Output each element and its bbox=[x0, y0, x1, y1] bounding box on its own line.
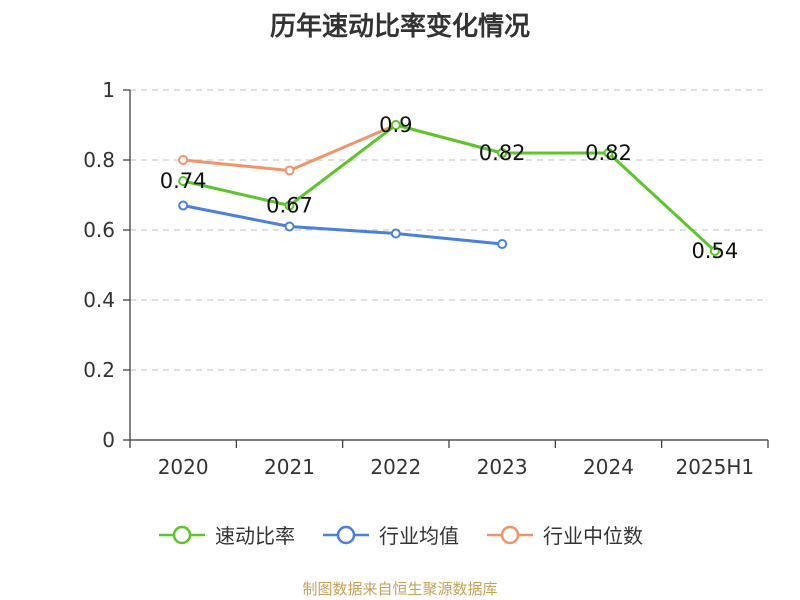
source-note: 制图数据来自恒生聚源数据库 bbox=[302, 580, 498, 598]
chart-title: 历年速动比率变化情况 bbox=[269, 12, 530, 42]
data-point bbox=[284, 200, 295, 211]
data-label: 0.82 bbox=[585, 141, 632, 165]
axes: 0 0.2 0.4 0.6 0.8 1 2020 2021 2022 2023 2024 2025H1 bbox=[83, 78, 769, 479]
data-point bbox=[178, 155, 189, 165]
data-label: 0.54 bbox=[691, 239, 738, 263]
x-tick-label: 2021 bbox=[264, 455, 315, 479]
data-point bbox=[709, 246, 720, 256]
data-point bbox=[603, 148, 614, 158]
y-tick-label: 0.2 bbox=[83, 358, 115, 382]
data-point bbox=[497, 148, 508, 158]
data-label: 0.9 bbox=[379, 113, 412, 137]
x-tick-label: 2024 bbox=[583, 455, 634, 479]
legend: 速动比率 行业均值 行业中位数 bbox=[0, 520, 800, 549]
data-label: 0.67 bbox=[266, 194, 313, 218]
data-point bbox=[178, 176, 189, 186]
y-tick-label: 0 bbox=[102, 428, 115, 452]
data-point bbox=[390, 120, 401, 130]
legend-item[interactable]: 行业均值 bbox=[321, 520, 459, 549]
legend-label: 行业均值 bbox=[379, 524, 459, 548]
legend-marker-icon bbox=[159, 525, 205, 544]
data-point bbox=[178, 200, 189, 211]
x-tick-label: 2025H1 bbox=[675, 455, 754, 479]
data-label: 0.74 bbox=[160, 169, 207, 193]
data-point bbox=[284, 165, 295, 176]
data-point bbox=[390, 228, 401, 239]
legend-item[interactable]: 行业中位数 bbox=[485, 520, 643, 549]
data-point bbox=[284, 221, 295, 232]
legend-label: 速动比率 bbox=[215, 524, 295, 548]
gridlines bbox=[130, 89, 768, 371]
x-tick-label: 2022 bbox=[370, 455, 421, 479]
data-point bbox=[497, 239, 508, 249]
legend-marker-icon bbox=[487, 525, 533, 544]
x-tick-label: 2023 bbox=[477, 455, 528, 479]
legend-label: 行业中位数 bbox=[543, 524, 643, 548]
legend-marker-icon bbox=[323, 525, 369, 544]
legend-item[interactable]: 速动比率 bbox=[157, 520, 295, 549]
y-tick-label: 1 bbox=[102, 78, 115, 102]
data-labels: 0.74 0.67 0.9 0.82 0.82 0.54 bbox=[160, 113, 738, 263]
y-tick-label: 0.4 bbox=[83, 288, 115, 312]
data-label: 0.82 bbox=[479, 141, 526, 165]
x-tick-label: 2020 bbox=[158, 455, 209, 479]
y-tick-label: 0.6 bbox=[83, 218, 115, 242]
series-lines bbox=[178, 120, 720, 256]
series-line-0 bbox=[182, 123, 716, 253]
y-tick-label: 0.8 bbox=[83, 148, 115, 172]
series-line-1 bbox=[182, 204, 503, 246]
